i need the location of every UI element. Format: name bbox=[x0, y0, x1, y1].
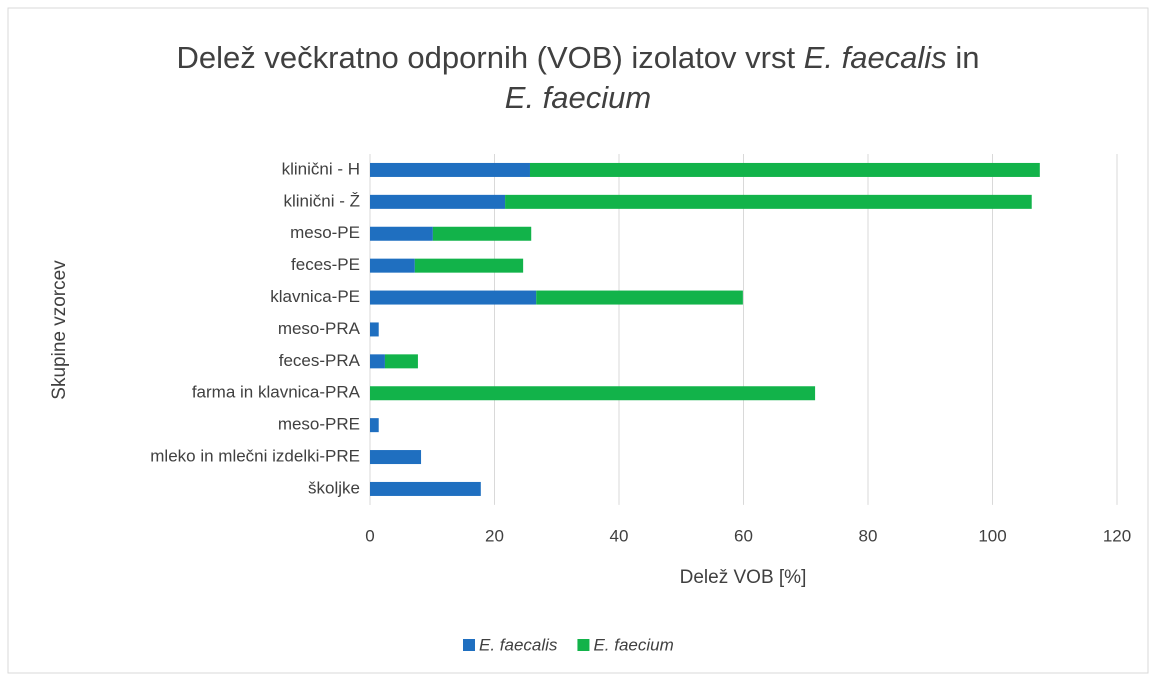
bar-segment bbox=[370, 481, 481, 496]
bar-segment bbox=[370, 418, 379, 433]
title-part: E. faecalis bbox=[804, 40, 947, 75]
chart-title: Delež večkratno odpornih (VOB) izolatov … bbox=[177, 40, 980, 75]
y-tick-label: meso-PRE bbox=[278, 415, 360, 434]
y-axis-title: Skupine vzorcev bbox=[49, 260, 70, 400]
bar-segment bbox=[370, 386, 816, 401]
title-part: E. faecium bbox=[505, 80, 651, 115]
title-part: Delež večkratno odpornih (VOB) izolatov … bbox=[177, 40, 804, 75]
x-tick-label: 120 bbox=[1103, 526, 1131, 545]
bar-segment bbox=[505, 194, 1032, 209]
bar-segment bbox=[370, 354, 385, 369]
y-tick-label: klinični - Ž bbox=[283, 191, 360, 210]
y-tick-label: mleko in mlečni izdelki-PRE bbox=[150, 447, 360, 466]
bar-segment bbox=[370, 322, 379, 337]
bar-segment bbox=[432, 226, 532, 241]
y-tick-label: klinični - H bbox=[282, 159, 360, 178]
x-tick-label: 80 bbox=[859, 526, 878, 545]
bar-segment bbox=[370, 194, 506, 209]
bar-segment bbox=[370, 258, 415, 273]
x-tick-label: 100 bbox=[978, 526, 1006, 545]
bar-segment bbox=[370, 226, 433, 241]
chart-border bbox=[7, 7, 1149, 674]
y-tick-label: meso-PRA bbox=[278, 319, 361, 338]
x-tick-label: 60 bbox=[734, 526, 753, 545]
legend-swatch bbox=[577, 639, 590, 651]
y-tick-label: feces-PE bbox=[291, 255, 360, 274]
y-tick-label: farma in klavnica-PRA bbox=[192, 383, 361, 402]
y-tick-label: feces-PRA bbox=[279, 351, 361, 370]
x-tick-label: 20 bbox=[485, 526, 504, 545]
legend-label: E. faecium bbox=[593, 635, 673, 654]
x-axis-title: Delež VOB [%] bbox=[680, 567, 807, 588]
legend-swatch bbox=[463, 639, 475, 651]
bar-segment bbox=[536, 290, 743, 305]
legend-label: E. faecalis bbox=[479, 635, 558, 654]
y-tick-label: meso-PE bbox=[290, 223, 360, 242]
bar-segment bbox=[384, 354, 418, 369]
y-tick-label: klavnica-PE bbox=[270, 287, 360, 306]
bar-segment bbox=[370, 450, 422, 465]
y-tick-label: školjke bbox=[308, 478, 360, 497]
bar-segment bbox=[529, 162, 1040, 177]
chart-title: E. faecium bbox=[505, 80, 651, 115]
title-part: in bbox=[947, 40, 980, 75]
bar-segment bbox=[414, 258, 524, 273]
x-tick-label: 40 bbox=[610, 526, 629, 545]
bar-segment bbox=[370, 290, 537, 305]
x-tick-label: 0 bbox=[365, 526, 374, 545]
bar-segment bbox=[370, 162, 530, 177]
